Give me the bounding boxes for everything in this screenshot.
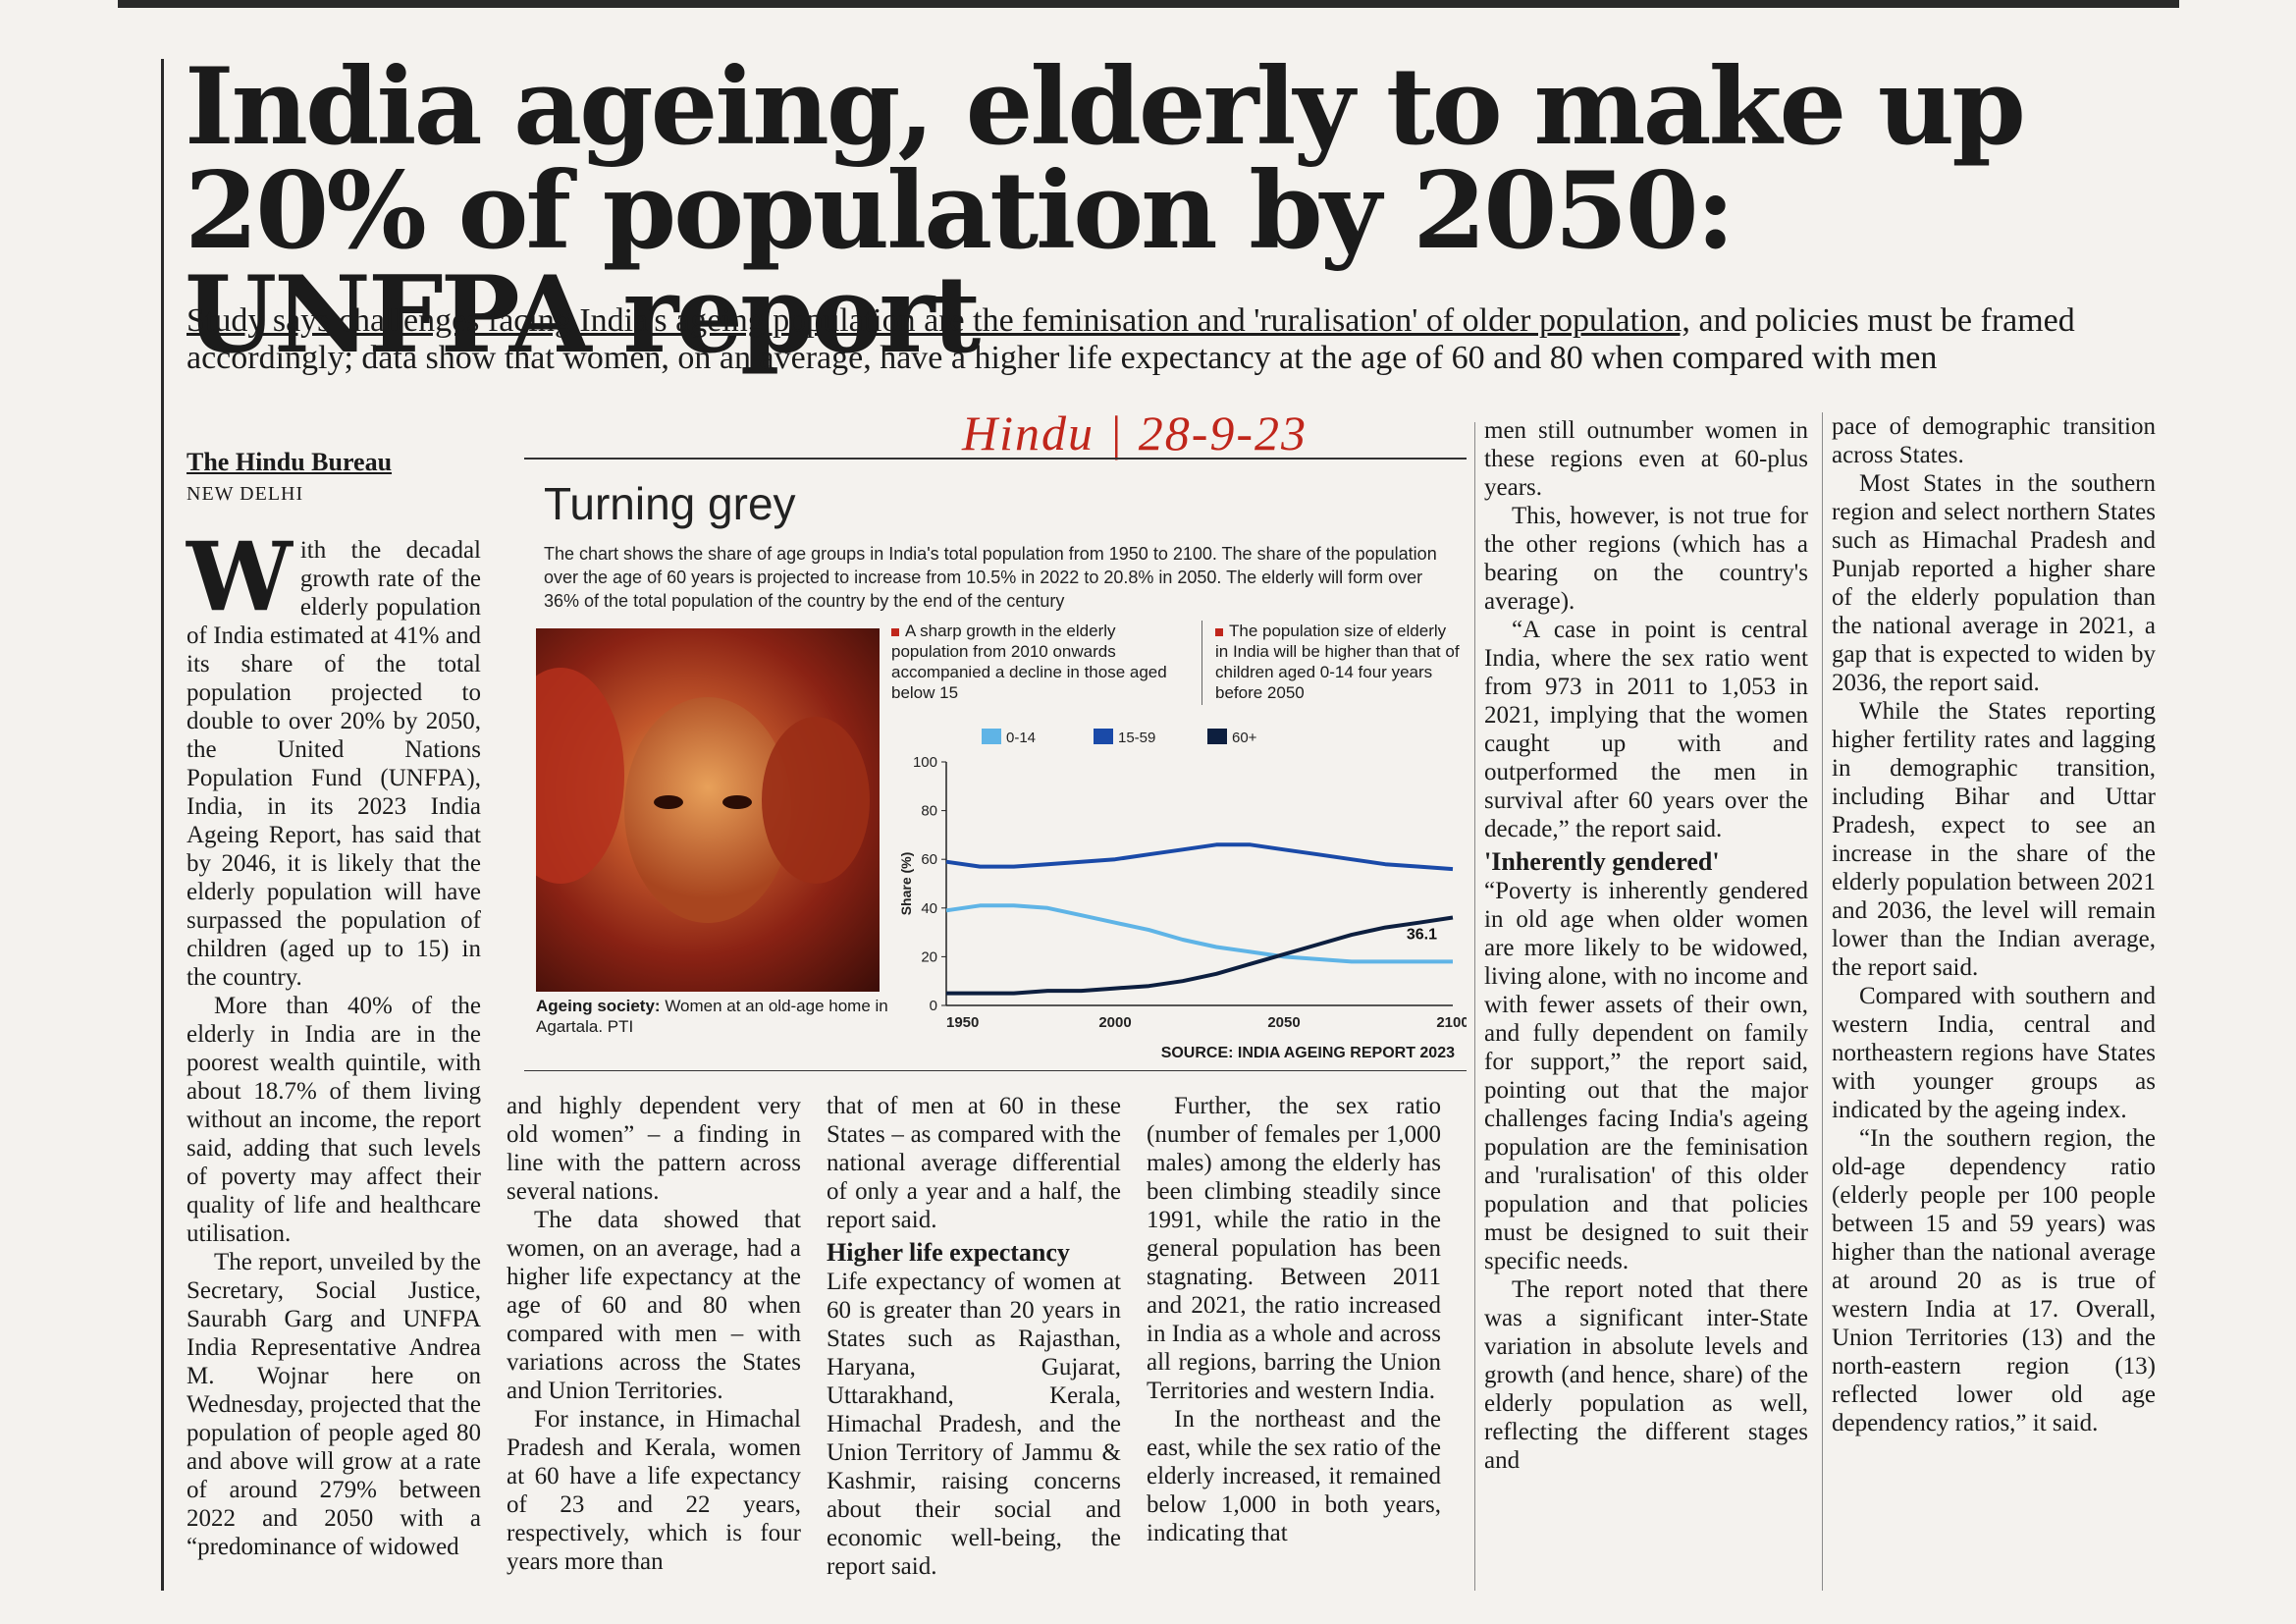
series-line-0-14 xyxy=(945,903,1453,964)
chart-note-2: The population size of elderly in India … xyxy=(1215,622,1460,702)
paragraph: men still outnumber women in these regio… xyxy=(1484,417,1808,501)
subheading-higher-life-expectancy: Higher life expectancy xyxy=(827,1238,1070,1267)
y-tick-label: 80 xyxy=(921,803,937,820)
byline-bureau: The Hindu Bureau xyxy=(187,448,393,476)
graphic-top-rule xyxy=(524,458,1467,460)
y-tick-label: 0 xyxy=(930,998,937,1014)
paragraph: In the northeast and the east, while the… xyxy=(1147,1406,1441,1546)
paragraph: The report, unveiled by the Secretary, S… xyxy=(187,1249,481,1560)
legend-label-60+: 60+ xyxy=(1232,730,1257,746)
paragraph: Most States in the southern region and s… xyxy=(1832,470,2156,696)
chart-note-1: A sharp growth in the elderly population… xyxy=(891,622,1167,702)
y-axis-label: Share (%) xyxy=(898,852,914,916)
legend-label-15-59: 15-59 xyxy=(1118,730,1155,746)
left-column-rule xyxy=(161,59,164,1591)
subheadline-rest: and policies must be framed accordingly;… xyxy=(187,302,2075,376)
subheadline-underlined: Study says challenges facing India's age… xyxy=(187,302,1690,339)
handwritten-date-note: Hindu | 28-9-23 xyxy=(962,406,1308,460)
graphic-title: Turning grey xyxy=(544,478,796,529)
paragraph: While the States reporting higher fertil… xyxy=(1832,698,2156,981)
paragraph: and highly dependent very old women” – a… xyxy=(507,1093,801,1205)
legend-label-0-14: 0-14 xyxy=(1006,730,1036,746)
y-tick-label: 20 xyxy=(921,948,937,965)
byline: The Hindu Bureau NEW DELHI xyxy=(187,448,510,506)
dateline: NEW DELHI xyxy=(187,483,304,505)
article-column-6: pace of demographic transition across St… xyxy=(1832,412,2156,1437)
article-column-3: that of men at 60 in these States – as c… xyxy=(827,1092,1121,1581)
x-tick-label: 2000 xyxy=(1098,1014,1131,1031)
subheadline: Study says challenges facing India's age… xyxy=(187,302,2081,377)
top-rule xyxy=(118,0,2179,8)
elderly-women-photo xyxy=(536,628,880,992)
paragraph: that of men at 60 in these States – as c… xyxy=(827,1093,1121,1233)
article-column-5: men still outnumber women in these regio… xyxy=(1484,416,1808,1475)
drop-cap: W xyxy=(187,521,293,632)
paragraph: More than 40% of the elderly in India ar… xyxy=(187,993,481,1247)
paragraph: “Poverty is inherently gendered in old a… xyxy=(1484,878,1808,1274)
series-line-15-59 xyxy=(945,842,1454,872)
subheading-inherently-gendered: 'Inherently gendered' xyxy=(1484,847,1720,876)
paragraph: “A case in point is central India, where… xyxy=(1484,617,1808,842)
graphic-bottom-rule xyxy=(524,1070,1467,1071)
column-divider xyxy=(1474,422,1475,1591)
article-column-4: Further, the sex ratio (number of female… xyxy=(1147,1092,1441,1547)
y-tick-label: 40 xyxy=(921,900,937,917)
paragraph: The data showed that women, on an averag… xyxy=(507,1207,801,1404)
paragraph: For instance, in Himachal Pradesh and Ke… xyxy=(507,1406,801,1575)
paragraph: The report noted that there was a signif… xyxy=(1484,1276,1808,1474)
paragraph: Further, the sex ratio (number of female… xyxy=(1147,1093,1441,1404)
note-divider xyxy=(1201,621,1202,705)
bullet-square-icon xyxy=(1215,627,1223,636)
x-tick-label: 1950 xyxy=(946,1014,979,1031)
infographic: Turning grey The chart shows the share o… xyxy=(524,458,1467,1076)
y-tick-label: 60 xyxy=(921,851,937,868)
legend-swatch-0-14 xyxy=(982,729,1001,744)
series-line-60+ xyxy=(946,915,1454,996)
data-label-60plus-2100: 36.1 xyxy=(1407,926,1437,943)
paragraph: This, however, is not true for the other… xyxy=(1484,503,1808,615)
paragraph: pace of demographic transition across St… xyxy=(1832,413,2156,468)
legend-swatch-60+ xyxy=(1207,729,1227,744)
age-share-line-chart: 0 20 40 60 80 100 1950 2000 2050 2100 Share (%) 0-1… xyxy=(898,729,1467,1031)
photo-caption: Ageing society: Women at an old-age home… xyxy=(536,997,888,1036)
graphic-description: The chart shows the share of age groups … xyxy=(544,544,1437,611)
column-divider xyxy=(1822,412,1823,1591)
paragraph: “In the southern region, the old-age dep… xyxy=(1832,1125,2156,1436)
headline: India ageing, elderly to make up 20% of … xyxy=(185,45,2026,377)
bullet-square-icon xyxy=(891,627,899,636)
article-column-2: and highly dependent very old women” – a… xyxy=(507,1092,801,1576)
x-tick-label: 2100 xyxy=(1436,1014,1467,1031)
graphic-source: SOURCE: INDIA AGEING REPORT 2023 xyxy=(1160,1045,1455,1061)
legend-swatch-15-59 xyxy=(1094,729,1113,744)
x-tick-label: 2050 xyxy=(1267,1014,1300,1031)
paragraph: Life expectancy of women at 60 is greate… xyxy=(827,1269,1121,1580)
paragraph: Compared with southern and western India… xyxy=(1832,983,2156,1123)
y-tick-label: 100 xyxy=(913,754,937,771)
